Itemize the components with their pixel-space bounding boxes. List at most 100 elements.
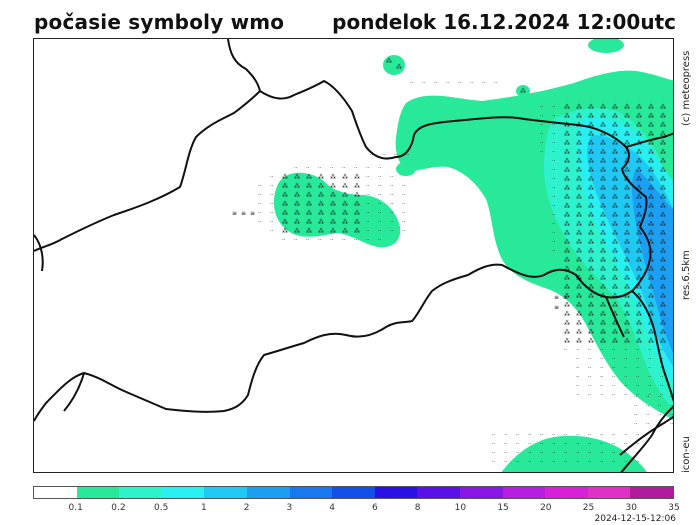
weather-symbol: ᐧᐧ	[552, 441, 556, 448]
weather-symbol: ⁂	[576, 194, 582, 201]
weather-symbol: ⁂	[624, 203, 630, 210]
weather-symbol: ᐧᐧ	[552, 158, 556, 165]
weather-symbol: ⁂	[624, 104, 630, 111]
weather-symbol: ᐧᐧ	[624, 347, 628, 354]
weather-symbol: ᐧᐧ	[624, 392, 628, 399]
weather-symbol: ⁂	[624, 149, 630, 156]
weather-symbol: ⁂	[588, 329, 594, 336]
weather-symbol: ⁂	[564, 167, 570, 174]
weather-symbol: ⁂	[318, 228, 324, 235]
weather-symbol: ᐧᐧ	[564, 347, 568, 354]
weather-symbol: ᐧᐧ	[600, 432, 604, 439]
weather-symbol: ⁂	[648, 302, 654, 309]
weather-symbol: ⁂	[306, 210, 312, 217]
weather-symbol: ᐧᐧ	[612, 347, 616, 354]
weather-symbol: ᐧᐧ	[504, 459, 508, 466]
weather-symbol: ⁂	[354, 174, 360, 181]
weather-symbol: ᐧᐧ	[612, 450, 616, 457]
weather-symbol: ᐧᐧ	[540, 113, 544, 120]
weather-symbol: ⁂	[600, 203, 606, 210]
weather-symbol: ᐧᐧ	[600, 459, 604, 466]
weather-symbol: ᐧᐧ	[270, 201, 274, 208]
weather-symbol: ⁂	[564, 131, 570, 138]
weather-symbol: ⁂	[588, 275, 594, 282]
weather-symbol: ᐧᐧ	[528, 450, 532, 457]
weather-symbol: ⁂	[576, 230, 582, 237]
weather-symbol: ᐧᐧ	[540, 459, 544, 466]
weather-symbol: ⁂	[306, 183, 312, 190]
weather-symbol: ⁂	[342, 183, 348, 190]
weather-symbol: ⁂	[354, 210, 360, 217]
weather-symbol: ⁂	[624, 311, 630, 318]
weather-symbol: ᐧᐧ	[552, 176, 556, 183]
weather-symbol: ⁂	[624, 131, 630, 138]
weather-symbol: ᐧᐧ	[540, 441, 544, 448]
weather-symbol: ⁂	[612, 185, 618, 192]
weather-symbol: ᐧᐧ	[588, 374, 592, 381]
hungary-romania-border	[620, 405, 673, 472]
weather-symbol: ⁂	[624, 230, 630, 237]
czech-poland-border	[227, 39, 261, 92]
weather-symbol: ⁂	[660, 185, 666, 192]
weather-symbol: ᐧᐧ	[270, 228, 274, 235]
weather-symbol: ᐧᐧ	[492, 432, 496, 439]
weather-symbol: ⁂	[600, 302, 606, 309]
weather-symbol: ⁂	[386, 58, 392, 65]
weather-symbol: ⁂	[648, 167, 654, 174]
forecast-datetime: pondelok 16.12.2024 12:00utc	[332, 10, 676, 34]
weather-symbol: ⁂	[576, 302, 582, 309]
weather-symbol: ᐧᐧ	[648, 347, 652, 354]
czech-austria-border	[34, 234, 44, 272]
weather-symbol: ᐧᐧ	[658, 421, 662, 428]
weather-symbol: ᐧᐧ	[588, 356, 592, 363]
weather-symbol: ᐧᐧ	[552, 113, 556, 120]
weather-symbol: ⁂	[600, 266, 606, 273]
legend-tick-label: 8	[414, 503, 421, 513]
weather-symbol: ⁂	[600, 131, 606, 138]
weather-symbol: ⁂	[636, 158, 642, 165]
weather-symbol: ⁂	[330, 174, 336, 181]
weather-symbol: ⁂	[648, 185, 654, 192]
weather-symbol: ⁂	[588, 239, 594, 246]
weather-symbol: ᐧᐧ	[516, 450, 520, 457]
weather-symbol: ⁂	[636, 131, 642, 138]
weather-symbol: ⁂	[564, 185, 570, 192]
weather-symbol: ⁂	[612, 230, 618, 237]
weather-symbol: ᐧᐧ	[378, 192, 382, 199]
country-borders	[34, 39, 673, 472]
weather-symbol: ᐧᐧ	[646, 421, 650, 428]
weather-symbol: ⁂	[648, 275, 654, 282]
weather-symbol: ⁂	[660, 212, 666, 219]
weather-symbol: ᐧᐧ	[612, 432, 616, 439]
weather-symbol: ᐧᐧ	[552, 140, 556, 147]
weather-symbol: ⁂	[648, 113, 654, 120]
weather-symbol: ᐧᐧ	[600, 347, 604, 354]
weather-symbol: ⁂	[636, 104, 642, 111]
weather-symbol: ᐧᐧ	[528, 459, 532, 466]
weather-symbol: ⁂	[624, 221, 630, 228]
weather-symbol: ⁂	[612, 248, 618, 255]
weather-symbol: ᐧᐧ	[588, 365, 592, 372]
weather-symbol: ᐧᐧ	[660, 347, 664, 354]
weather-symbol: ⁂	[660, 239, 666, 246]
weather-symbol: ⁂	[588, 194, 594, 201]
weather-symbol: ⁂	[564, 194, 570, 201]
weather-symbol: ⁂	[636, 185, 642, 192]
weather-symbol: ⁂	[660, 158, 666, 165]
resolution-label: res.6.5km	[681, 250, 692, 300]
weather-symbol: ⁂	[612, 302, 618, 309]
weather-symbol: ⁂	[648, 320, 654, 327]
weather-symbol: ⁂	[612, 338, 618, 345]
fog-symbol: ≡	[554, 304, 559, 311]
weather-symbol: ᐧᐧ	[612, 356, 616, 363]
weather-symbol: ᐧᐧ	[600, 374, 604, 381]
weather-symbol: ⁂	[564, 293, 570, 300]
weather-symbol: ⁂	[648, 338, 654, 345]
weather-symbol: ⁂	[648, 176, 654, 183]
weather-symbol: ᐧᐧ	[612, 392, 616, 399]
weather-symbol: ᐧᐧ	[366, 237, 370, 244]
weather-symbol: ⁂	[636, 122, 642, 129]
weather-symbol: ᐧᐧ	[634, 403, 638, 410]
weather-symbol: ᐧᐧ	[624, 450, 628, 457]
weather-symbol: ᐧᐧ	[576, 459, 580, 466]
